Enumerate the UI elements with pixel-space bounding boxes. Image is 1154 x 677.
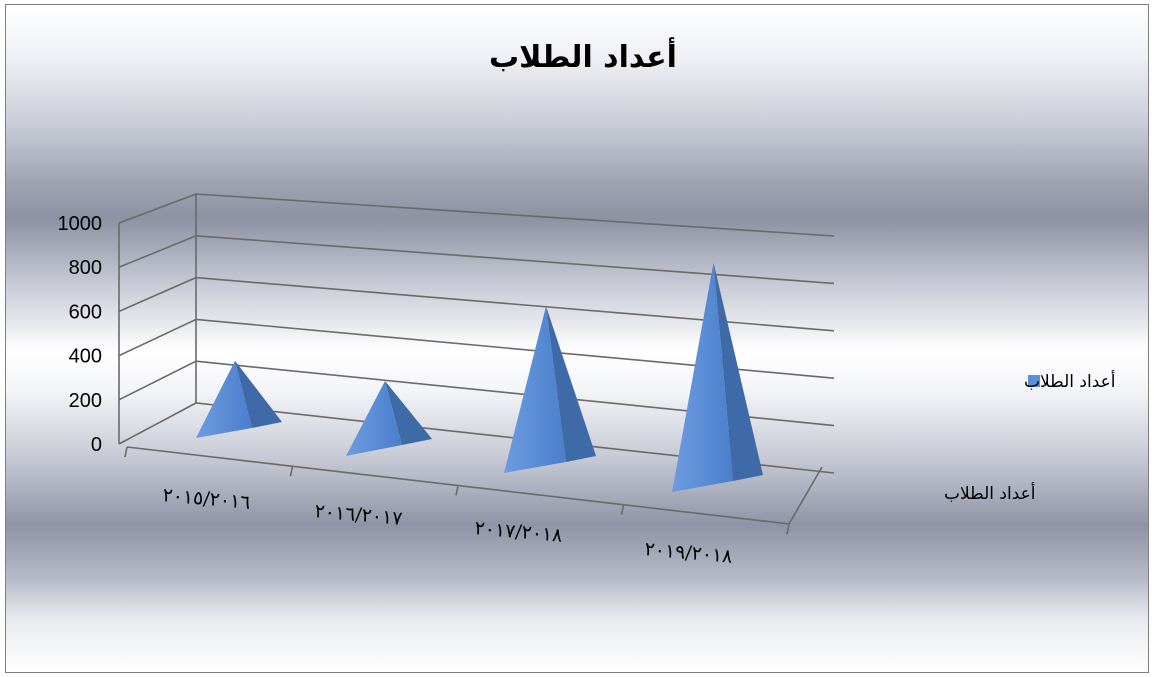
chart-frame: أعداد الطلاب 0 200 400 600 800 1000 ٢٠١٥/٢٠١٦…: [5, 4, 1149, 673]
pyramid-side-face: [546, 306, 596, 462]
gridline: [118, 234, 835, 285]
grid-layer: [118, 193, 835, 535]
pyramid-bar: [196, 360, 282, 438]
y-axis-ticks: 0 200 400 600 800 1000: [58, 213, 103, 456]
pyramid-front-face: [346, 381, 402, 456]
legend-entry-label: أعداد الطلاب: [1024, 370, 1115, 392]
y-tick-label: 400: [69, 346, 102, 368]
depth-axis-line: [788, 466, 823, 525]
x-tick-mark: [455, 485, 459, 496]
x-category-label: ٢٠١٥/٢٠١٦: [162, 484, 252, 514]
chart-svg: أعداد الطلاب 0 200 400 600 800 1000 ٢٠١٥/٢٠١٦…: [58, 37, 1116, 568]
pyramid-side-face: [713, 262, 763, 481]
y-tick-label: 800: [69, 257, 102, 279]
x-tick-mark: [124, 446, 128, 458]
legend-swatch: [1028, 375, 1040, 387]
chart-title: أعداد الطلاب: [489, 37, 677, 75]
gridline: [118, 193, 835, 237]
x-category-label: ٢٠١٩/٢٠١٨: [644, 538, 734, 568]
series-axis-label: أعداد الطلاب: [944, 482, 1035, 504]
x-axis-categories: ٢٠١٥/٢٠١٦ ٢٠١٦/٢٠١٧ ٢٠١٧/٢٠١٨ ٢٠١٩/٢٠١٨: [162, 484, 734, 568]
x-tick-mark: [620, 504, 625, 515]
legend: أعداد الطلاب: [1024, 370, 1115, 392]
pyramid-bar: [672, 262, 763, 492]
pyramid-front-face: [504, 306, 566, 473]
x-category-label: ٢٠١٧/٢٠١٨: [474, 517, 564, 547]
y-tick-label: 0: [91, 434, 102, 456]
x-tick-mark: [786, 523, 790, 535]
y-tick-label: 200: [69, 390, 102, 412]
pyramid-front-face: [196, 360, 252, 438]
pyramid-bar: [504, 306, 596, 473]
pyramid-side-face: [235, 360, 282, 428]
pyramid-front-face: [672, 262, 733, 492]
bar-layer: [196, 262, 763, 492]
pyramid-bar: [346, 381, 432, 456]
y-tick-label: 600: [69, 301, 102, 323]
x-category-label: ٢٠١٦/٢٠١٧: [314, 500, 404, 530]
pyramid-side-face: [385, 381, 432, 445]
y-tick-label: 1000: [58, 213, 103, 235]
x-tick-mark: [289, 466, 294, 477]
